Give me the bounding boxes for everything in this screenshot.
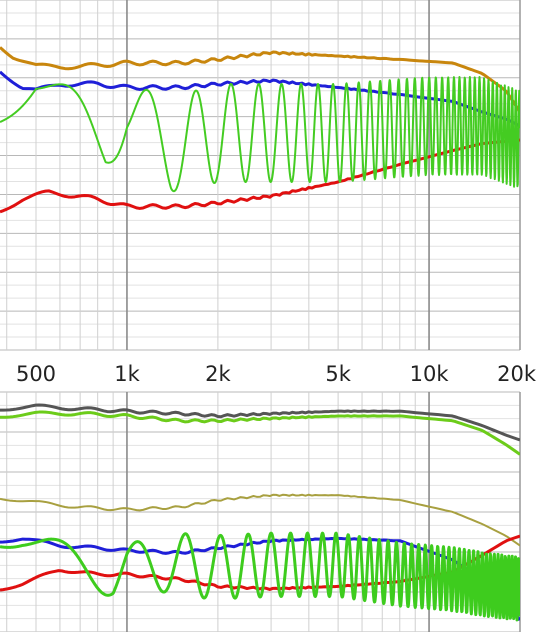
x-tick-label: 5k — [325, 362, 351, 386]
horizontal-gridlines — [0, 0, 520, 351]
series-group — [0, 403, 520, 622]
series-line-1 — [0, 403, 520, 442]
series-line-6 — [0, 531, 520, 622]
bottom-chart — [0, 391, 521, 632]
series-line-1 — [0, 46, 520, 113]
x-tick-label: 10k — [410, 362, 450, 386]
series-line-3 — [0, 493, 520, 547]
series-group — [0, 46, 520, 214]
x-axis-tick-labels: 500 1k 2k 5k 10k 20k — [16, 362, 537, 386]
x-tick-label: 20k — [497, 362, 537, 386]
series-line-2 — [0, 410, 520, 456]
top-chart — [0, 0, 521, 351]
horizontal-gridlines — [0, 391, 520, 632]
series-line-4 — [0, 76, 520, 193]
x-tick-label: 500 — [16, 362, 56, 386]
x-tick-label: 2k — [205, 362, 231, 386]
plot-area — [0, 0, 520, 350]
series-line-2 — [0, 70, 520, 128]
x-tick-label: 1k — [114, 362, 140, 386]
